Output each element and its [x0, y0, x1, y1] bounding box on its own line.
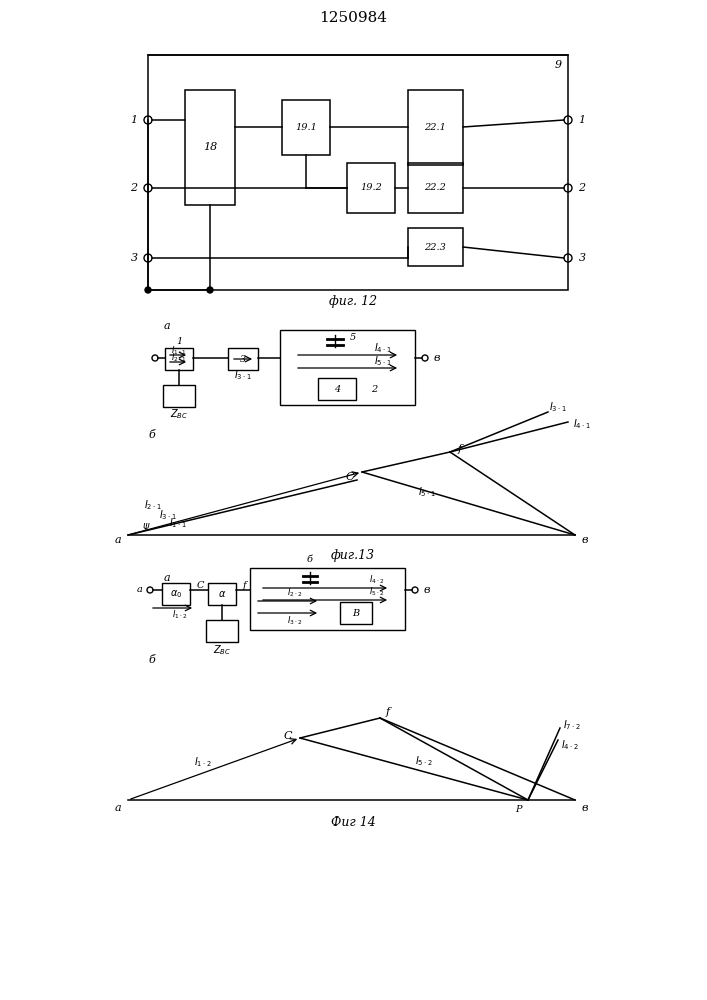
Text: 9: 9 [554, 60, 561, 70]
Text: б: б [148, 655, 156, 665]
Text: $I_{7\cdot2}$: $I_{7\cdot2}$ [563, 718, 580, 732]
Bar [408, 163, 463, 213]
Text: 22.3: 22.3 [424, 242, 446, 251]
Bar [318, 378, 356, 400]
Text: 1: 1 [130, 115, 138, 125]
Text: a: a [137, 585, 143, 594]
Text: f: f [386, 707, 390, 717]
Bar [165, 348, 193, 370]
Text: $\psi$: $\psi$ [141, 521, 151, 533]
Text: a: a [115, 535, 122, 545]
Bar [208, 583, 236, 605]
Text: $I_{4\cdot1}$: $I_{4\cdot1}$ [374, 341, 392, 355]
Text: $I_{4\cdot2}$: $I_{4\cdot2}$ [369, 574, 385, 586]
Text: C: C [197, 582, 204, 590]
Text: $I_{5\cdot2}$: $I_{5\cdot2}$ [369, 586, 385, 598]
Circle shape [207, 287, 213, 293]
Bar [163, 385, 195, 407]
Text: 19.2: 19.2 [360, 184, 382, 192]
Text: $I_{1\cdot2}$: $I_{1\cdot2}$ [194, 755, 212, 769]
Text: $I_{5\cdot1}$: $I_{5\cdot1}$ [418, 485, 436, 499]
Text: 3: 3 [130, 253, 138, 263]
Text: P: P [515, 806, 521, 814]
Text: $I_{3\cdot2}$: $I_{3\cdot2}$ [287, 615, 303, 627]
Circle shape [145, 287, 151, 293]
Text: f: f [243, 582, 246, 590]
Text: 3: 3 [578, 253, 585, 263]
Text: $I_{5\cdot1}$: $I_{5\cdot1}$ [374, 354, 392, 368]
Bar [250, 568, 405, 630]
Text: $I_{4\cdot1}$: $I_{4\cdot1}$ [573, 417, 591, 431]
Text: в: в [582, 803, 588, 813]
Text: 22.2: 22.2 [424, 184, 446, 192]
Text: $I_{4\cdot2}$: $I_{4\cdot2}$ [561, 738, 579, 752]
Text: $\alpha$: $\alpha$ [218, 589, 226, 599]
Text: 2: 2 [578, 183, 585, 193]
Text: б: б [307, 556, 313, 564]
Text: a: a [164, 573, 170, 583]
Bar [206, 620, 238, 642]
Text: $I_{3\cdot1}$: $I_{3\cdot1}$ [159, 508, 177, 522]
Text: 22.1: 22.1 [424, 122, 446, 131]
Bar [148, 55, 568, 290]
Bar [340, 602, 372, 624]
Text: в: в [434, 353, 440, 363]
Text: $I_{1\cdot1}$: $I_{1\cdot1}$ [171, 345, 187, 357]
Text: a: a [115, 803, 122, 813]
Text: $\alpha_0$: $\alpha_0$ [170, 588, 182, 600]
Text: б: б [148, 430, 156, 440]
Bar [162, 583, 190, 605]
Text: $I_{2\cdot2}$: $I_{2\cdot2}$ [287, 587, 303, 599]
Text: a: a [164, 321, 170, 331]
Bar [347, 163, 395, 213]
Bar [408, 90, 463, 165]
Text: в: в [582, 535, 588, 545]
Text: B: B [352, 608, 360, 617]
Text: $I_{2\cdot1}$: $I_{2\cdot1}$ [171, 352, 187, 364]
Text: 3: 3 [240, 355, 246, 363]
Text: Фиг 14: Фиг 14 [331, 816, 375, 828]
Text: $I_{1\cdot1}$: $I_{1\cdot1}$ [169, 516, 187, 530]
Text: 1: 1 [176, 336, 182, 346]
Text: $I_{3\cdot1}$: $I_{3\cdot1}$ [549, 400, 567, 414]
Text: 2: 2 [130, 183, 138, 193]
Text: $Z_{BC}$: $Z_{BC}$ [170, 407, 188, 421]
Text: 2: 2 [371, 384, 377, 393]
Text: $I_{5\cdot2}$: $I_{5\cdot2}$ [415, 754, 433, 768]
Text: C: C [284, 731, 292, 741]
Text: 1: 1 [578, 115, 585, 125]
Text: f: f [458, 444, 462, 454]
Text: 5: 5 [350, 332, 356, 342]
Text: 4: 4 [334, 384, 340, 393]
Bar [282, 100, 330, 155]
Bar [280, 330, 415, 405]
Text: $I_{2\cdot1}$: $I_{2\cdot1}$ [144, 498, 162, 512]
Text: $I_{3\cdot1}$: $I_{3\cdot1}$ [234, 368, 252, 382]
Bar [408, 228, 463, 266]
Text: фиг.13: фиг.13 [331, 548, 375, 562]
Text: $Z_{BC}$: $Z_{BC}$ [213, 643, 231, 657]
Bar [185, 90, 235, 205]
Text: в: в [423, 585, 431, 595]
Text: C: C [346, 472, 354, 482]
Text: 1250984: 1250984 [319, 11, 387, 25]
Text: 19.1: 19.1 [295, 122, 317, 131]
Bar [228, 348, 258, 370]
Text: $I_{1\cdot2}$: $I_{1\cdot2}$ [173, 609, 188, 621]
Text: фиг. 12: фиг. 12 [329, 296, 377, 308]
Text: 18: 18 [203, 142, 217, 152]
